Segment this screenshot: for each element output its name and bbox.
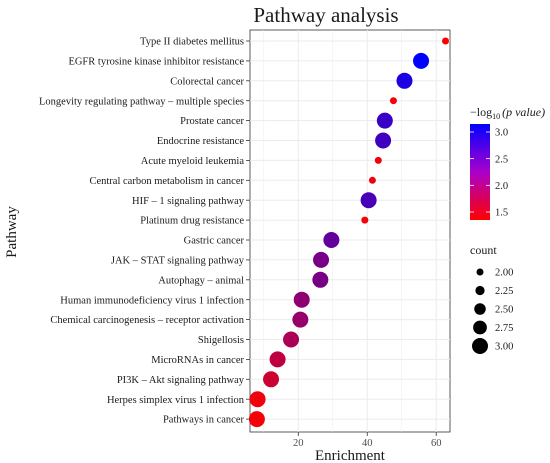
y-tick-label: Pathways in cancer bbox=[163, 415, 245, 426]
data-point bbox=[374, 156, 382, 164]
size-legend-dot bbox=[473, 320, 487, 335]
size-legend-dot bbox=[472, 338, 488, 354]
color-legend-title-rest: (p value) bbox=[502, 105, 545, 119]
y-tick-label: Prostate cancer bbox=[180, 116, 244, 127]
y-tick-label: PI3K – Akt signaling pathway bbox=[117, 375, 245, 386]
x-tick-label: 20 bbox=[293, 438, 304, 449]
data-point bbox=[389, 97, 397, 105]
size-legend-dot bbox=[475, 285, 485, 296]
x-ticks: 20 40 60 bbox=[293, 432, 441, 449]
color-legend-bar bbox=[470, 124, 490, 220]
grid bbox=[250, 30, 450, 432]
y-tick-label: Human immunodeficiency virus 1 infection bbox=[60, 295, 244, 306]
data-point bbox=[413, 52, 430, 69]
data-point bbox=[323, 232, 340, 248]
data-point bbox=[368, 176, 376, 184]
chart-title: Pathway analysis bbox=[253, 3, 398, 27]
y-tick-label: Chemical carcinogenesis – receptor activ… bbox=[50, 315, 244, 326]
color-legend: −log10 (p value) 3.0 2.5 2.0 1.5 bbox=[470, 105, 545, 220]
size-legend-label: 2.75 bbox=[495, 323, 513, 334]
color-tick-label: 2.0 bbox=[495, 181, 508, 192]
size-legend-label: 3.00 bbox=[495, 342, 513, 353]
data-point bbox=[312, 271, 329, 288]
color-legend-title-main: −log bbox=[470, 105, 492, 119]
size-legend-label: 2.50 bbox=[495, 305, 513, 316]
color-legend-ticks: 3.0 2.5 2.0 1.5 bbox=[470, 128, 508, 219]
y-tick-label: Longevity regulating pathway – multiple … bbox=[39, 96, 244, 107]
size-legend-label: 2.25 bbox=[495, 286, 513, 297]
data-point bbox=[396, 72, 413, 89]
size-legend-title: count bbox=[470, 243, 497, 257]
y-tick-label: Central carbon metabolism in cancer bbox=[89, 176, 244, 187]
size-legend-dot bbox=[476, 268, 484, 276]
y-tick-label: Gastric cancer bbox=[184, 236, 245, 247]
size-legend: count 2.00 2.25 2.50 2.75 3.00 bbox=[470, 243, 513, 354]
y-tick-label: Herpes simplex virus 1 infection bbox=[107, 395, 245, 406]
y-tick-label: Type II diabetes mellitus bbox=[140, 37, 244, 48]
x-tick-label: 60 bbox=[431, 438, 442, 449]
y-tick-label: Autophagy – animal bbox=[158, 275, 244, 286]
data-point bbox=[283, 331, 300, 348]
data-point bbox=[375, 132, 392, 149]
data-point bbox=[442, 37, 450, 45]
color-tick-label: 1.5 bbox=[495, 208, 508, 219]
y-tick-label: MicroRNAs in cancer bbox=[151, 355, 244, 366]
size-legend-label: 2.00 bbox=[495, 268, 513, 279]
x-axis-title: Enrichment bbox=[315, 448, 386, 463]
data-point bbox=[360, 192, 377, 209]
data-point bbox=[263, 371, 280, 388]
y-tick-label: Colorectal cancer bbox=[170, 76, 244, 87]
y-tick-label: Shigellosis bbox=[198, 335, 244, 346]
y-tick-label: EGFR tyrosine kinase inhibitor resistanc… bbox=[68, 57, 244, 68]
x-tick-label: 40 bbox=[362, 438, 373, 449]
data-point bbox=[293, 291, 310, 308]
data-point bbox=[292, 311, 309, 328]
data-point bbox=[361, 216, 369, 224]
data-point bbox=[249, 391, 266, 408]
y-tick-label: Platinum drug resistance bbox=[140, 216, 244, 227]
y-tick-label: Acute myeloid leukemia bbox=[141, 156, 245, 167]
y-axis-title: Pathway bbox=[4, 206, 20, 258]
data-point bbox=[313, 251, 330, 268]
color-legend-title: −log10 (p value) bbox=[470, 105, 545, 121]
y-tick-labels: Type II diabetes mellitus EGFR tyrosine k… bbox=[39, 37, 250, 426]
color-legend-title-sub: 10 bbox=[492, 112, 500, 121]
color-tick-label: 2.5 bbox=[495, 154, 508, 165]
y-tick-label: HIF – 1 signaling pathway bbox=[132, 196, 245, 207]
data-points bbox=[248, 37, 450, 428]
data-point bbox=[269, 351, 286, 368]
y-tick-label: JAK – STAT signaling pathway bbox=[111, 256, 245, 267]
y-tick-label: Endocrine resistance bbox=[157, 136, 245, 147]
size-legend-items: 2.00 2.25 2.50 2.75 3.00 bbox=[472, 268, 513, 354]
plot-border bbox=[249, 29, 451, 433]
color-tick-label: 3.0 bbox=[495, 128, 508, 139]
data-point bbox=[376, 112, 393, 129]
plot-panel bbox=[248, 29, 451, 433]
size-legend-dot bbox=[474, 303, 486, 315]
data-point bbox=[248, 411, 265, 428]
